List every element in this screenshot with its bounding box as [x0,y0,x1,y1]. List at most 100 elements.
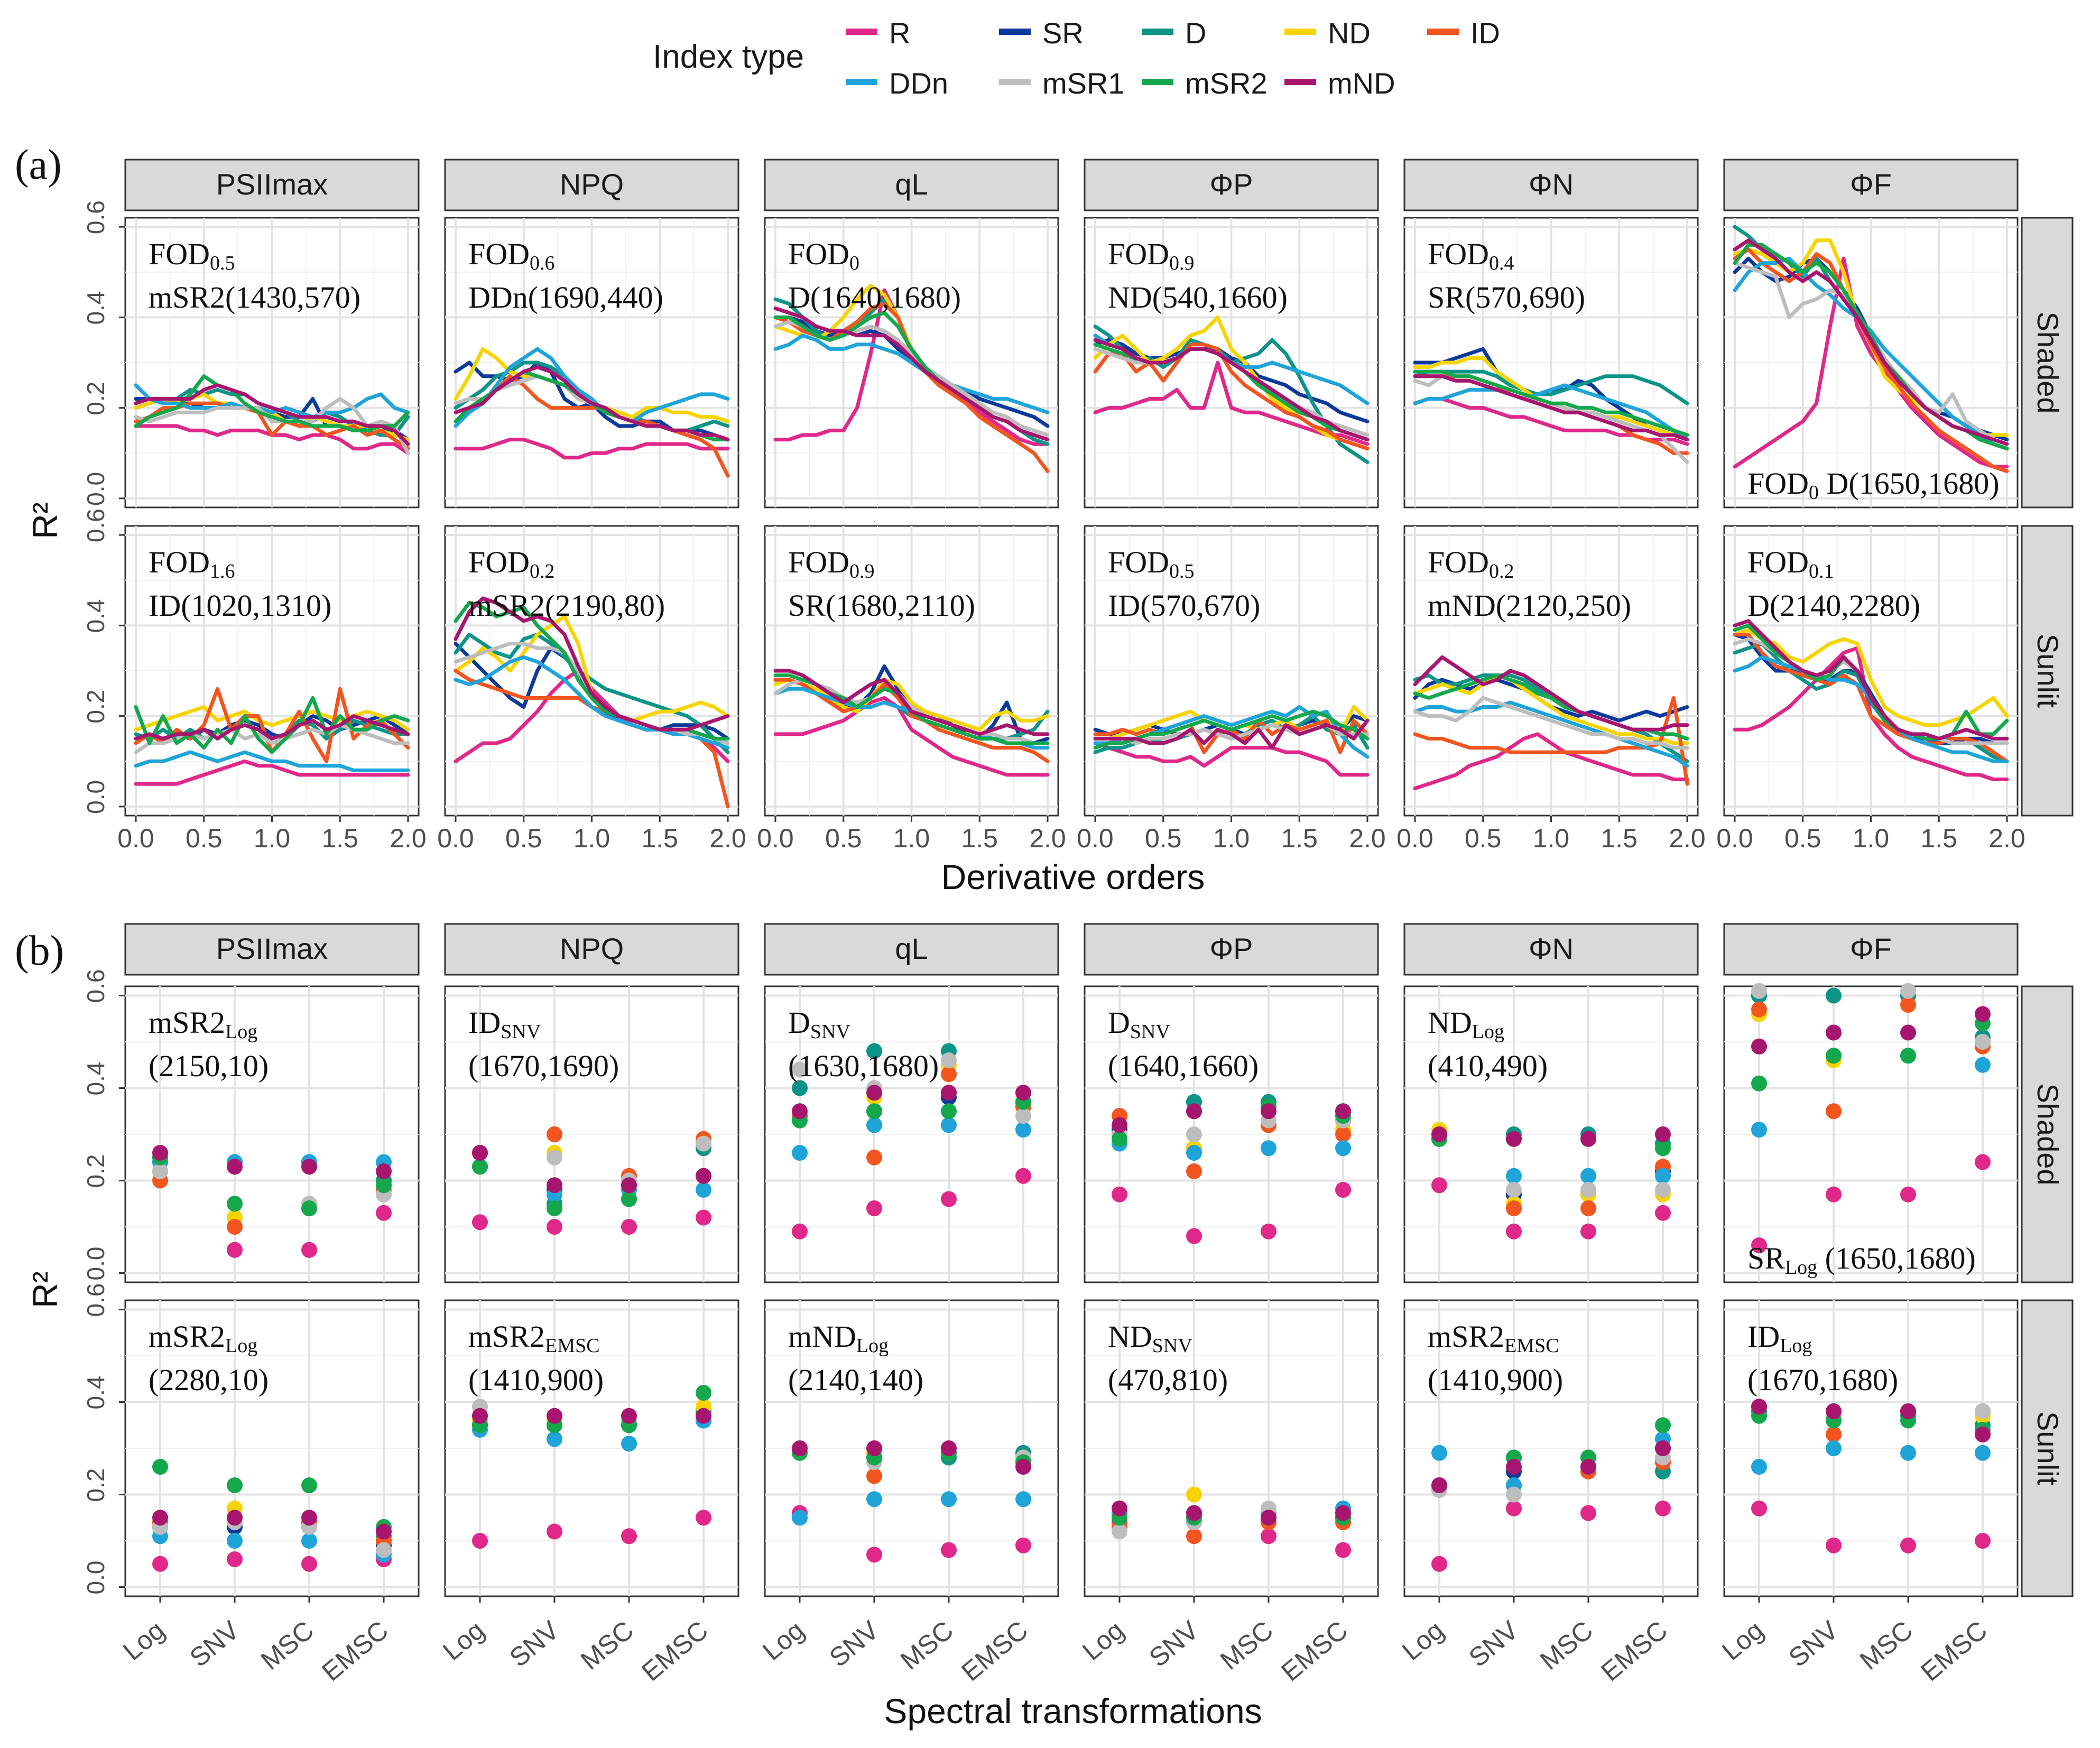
point-mnd-log [1751,1399,1767,1415]
point-ddn-msc [301,1533,317,1549]
series-line-ddn [134,750,410,772]
x-tick-label: 1.5 [961,824,998,853]
series-group [792,1043,1031,1240]
strip-label-p: ΦP [1209,932,1253,965]
point-r-msc [941,1191,957,1207]
x-tick-label: EMSC [1275,1615,1353,1687]
point-ddn-msc [941,1491,957,1507]
strip-label-psiimax: PSIImax [216,932,328,965]
point-mnd-msc [301,1510,317,1526]
annotation-line2: SR(570,690) [1428,280,1585,315]
point-ddn-snv [1506,1168,1522,1184]
x-tick-label: Log [1396,1615,1449,1667]
point-r-log [472,1533,488,1549]
x-tick-label: 0.5 [505,824,542,853]
series-line-ddn [773,334,1050,414]
annotation-name: FOD [1428,237,1489,271]
annotation-subscript: SNV [1152,1335,1193,1357]
x-tick-label: 2.0 [1669,824,1706,853]
strip-b-psiimax: PSIImax [124,923,420,976]
annotation-line2: (2140,140) [788,1363,923,1397]
y-tick-label: 0.6 [82,508,109,542]
point-mnd-emsc [1655,1126,1671,1142]
point-r-snv [1506,1223,1522,1240]
series-group [1093,315,1370,464]
series-line-msr2 [1413,369,1689,437]
x-tick-label: MSC [255,1615,319,1676]
point-msr2-msc [621,1191,637,1207]
point-r-log [792,1223,808,1240]
annotation-subscript: Log [856,1335,889,1357]
y-tick-label: 0.6 [82,1283,109,1317]
point-id-snv [1506,1200,1522,1216]
x-axis-label-a: Derivative orders [941,857,1205,896]
annotation-line2: (1670,1680) [1747,1363,1898,1397]
annotation-line2: (1410,900) [468,1363,604,1397]
point-r-log [472,1214,488,1231]
y-tick-label: 0.4 [82,1062,109,1096]
grid-lines [445,1300,738,1596]
x-tick-label: MSC [1854,1615,1918,1676]
series-group [1733,225,2009,473]
grid-lines [125,1300,419,1596]
series-line-id [1733,247,2009,473]
grid-lines [1724,218,2018,507]
legend-item-nd: ND [1284,16,1371,50]
strip-box [764,159,1059,211]
annotation-name: FOD [1108,545,1169,579]
series-group [773,283,1050,473]
point-r-emsc [1655,1500,1671,1516]
point-msr2-msc [301,1200,317,1216]
point-mnd-emsc [1975,1006,1991,1022]
annotation-label: FOD0 D(1640,1680) [788,237,961,315]
x-tick-label: 0.0 [1077,824,1114,853]
series-line-msr1 [1413,696,1689,750]
point-msr1-log [792,1061,808,1078]
annotation-name: FOD [149,237,210,271]
point-msr1-emsc [1655,1182,1671,1198]
strip-label-shaded: Shaded [2031,1083,2065,1185]
y-tick-label: 0.0 [82,1247,109,1281]
annotation-name: ND [1428,1005,1472,1040]
point-r-emsc [1335,1182,1351,1198]
annotation-subscript: EMSC [545,1335,599,1357]
strip-b-sunlit: Sunlit [2021,1299,2074,1597]
legend-item-r: R [846,16,910,50]
point-msr2-emsc [696,1385,711,1401]
annotation-label: FOD0.4 SR(570,690) [1428,237,1585,315]
point-mnd-log [1431,1126,1447,1142]
legend-item-msr1: mSR1 [999,67,1125,100]
annotation-label: mSR2Log (2280,10) [149,1319,269,1397]
legend-label-id: ID [1470,16,1500,50]
annotation-line2: mND(2120,250) [1428,588,1631,623]
point-msr2-snv [866,1103,882,1120]
x-tick-label: 1.5 [1601,824,1638,853]
point-ddn-msc [1900,1445,1916,1461]
series-line-nd [1413,673,1689,745]
point-msr1-snv [1506,1486,1522,1503]
series-line-msr1 [134,723,410,754]
y-axis-label-a: R² [25,502,64,539]
point-mnd-msc [941,1085,957,1101]
x-tick-label: Log [1077,1615,1130,1667]
point-mnd-log [792,1103,808,1120]
point-r-msc [1261,1528,1276,1544]
y-tick-labels: 0.0 0.2 0.4 0.6 [82,200,125,506]
point-mnd-emsc [1335,1505,1351,1521]
point-mnd-log [1112,1500,1127,1516]
annotation-label: DSNV (1640,1660) [1108,1005,1259,1083]
series-group [134,374,410,455]
facet-a-sunlit-f [1723,525,2019,817]
annotation-line2: DDn(1690,440) [468,280,663,315]
point-msr1-emsc [376,1542,392,1558]
legend-title: Index type [653,39,804,75]
annotation-name: FOD [1428,545,1489,579]
annotation-name: FOD [1108,237,1169,271]
x-tick-label: 0.5 [1465,824,1502,853]
strip-a-npq: NPQ [444,159,739,211]
strip-b-ql: qL [764,923,1059,976]
grid-lines [1085,526,1378,816]
strip-b-p: ΦP [1084,923,1379,976]
point-msr2-log [1112,1131,1127,1147]
annotation-line1: NDSNV [1108,1319,1192,1357]
